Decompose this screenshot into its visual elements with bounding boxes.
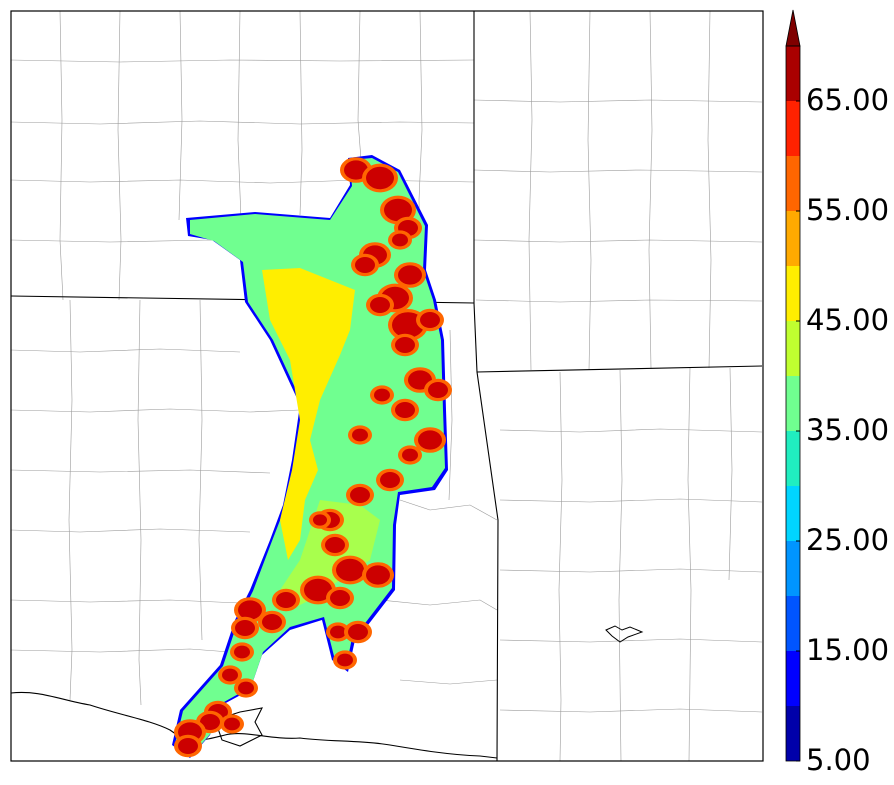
colorbar-segment-3 bbox=[786, 541, 800, 596]
map-panel bbox=[10, 10, 764, 762]
colorbar-segment-0 bbox=[786, 706, 800, 761]
county-outline-feature bbox=[605, 625, 644, 643]
cell-core bbox=[398, 265, 422, 285]
cell-core bbox=[222, 668, 238, 682]
cell-core bbox=[238, 600, 262, 620]
cell-core bbox=[428, 382, 448, 398]
cell-core bbox=[380, 472, 400, 488]
colorbar-segment-1 bbox=[786, 651, 800, 706]
colorbar-segment-4 bbox=[786, 486, 800, 541]
cell-core bbox=[224, 717, 240, 731]
colorbar-tick-label-6: 65.00 bbox=[806, 83, 890, 117]
colorbar-tick-label-1: 15.00 bbox=[806, 633, 890, 667]
cell-core bbox=[350, 487, 370, 503]
colorbar-segment-11 bbox=[786, 101, 800, 156]
cell-core bbox=[420, 312, 440, 328]
colorbar-tick-label-3: 35.00 bbox=[806, 413, 890, 447]
cell-core bbox=[200, 714, 220, 730]
cell-core bbox=[370, 297, 390, 313]
cell-core bbox=[418, 430, 442, 450]
cell-core bbox=[330, 590, 350, 606]
colorbar-segment-12 bbox=[786, 46, 800, 101]
cell-core bbox=[313, 514, 327, 526]
cell-core bbox=[262, 614, 282, 630]
cell-core bbox=[234, 645, 250, 659]
cell-core bbox=[348, 624, 368, 640]
cell-core bbox=[235, 620, 255, 636]
colorbar-segment-7 bbox=[786, 321, 800, 376]
colorbar bbox=[785, 9, 801, 762]
colorbar-segment-6 bbox=[786, 376, 800, 431]
colorbar-segment-9 bbox=[786, 211, 800, 266]
colorbar-tick-label-5: 55.00 bbox=[806, 193, 890, 227]
cell-core bbox=[392, 312, 424, 338]
colorbar-frame bbox=[785, 45, 801, 762]
colorbar-tick-label-4: 45.00 bbox=[806, 303, 890, 337]
colorbar-tick-label-2: 25.00 bbox=[806, 523, 890, 557]
cell-core bbox=[178, 738, 198, 754]
cell-core bbox=[344, 160, 368, 180]
colorbar-segment-8 bbox=[786, 266, 800, 321]
field-mid-layer bbox=[262, 268, 355, 560]
convective-cells bbox=[174, 157, 452, 758]
colorbar-extend-arrow bbox=[785, 9, 801, 47]
cell-core bbox=[392, 233, 408, 247]
cell-core bbox=[238, 681, 254, 695]
cell-core bbox=[366, 565, 390, 585]
county-boundaries bbox=[10, 10, 763, 762]
cell-core bbox=[395, 337, 415, 353]
colorbar-segment-2 bbox=[786, 596, 800, 651]
cell-core bbox=[336, 558, 364, 582]
map-border bbox=[10, 10, 764, 762]
cell-core bbox=[330, 625, 346, 639]
cell-core bbox=[337, 653, 353, 667]
cell-core bbox=[395, 402, 415, 418]
cell-core bbox=[402, 448, 418, 462]
cell-core bbox=[304, 578, 332, 602]
cell-core bbox=[374, 388, 390, 402]
colorbar-segment-10 bbox=[786, 156, 800, 211]
cell-core bbox=[276, 592, 296, 608]
cell-core bbox=[325, 537, 345, 553]
reflectivity-field bbox=[172, 155, 452, 758]
colorbar-tick-label-0: 5.00 bbox=[806, 743, 871, 777]
colorbar-segment-5 bbox=[786, 431, 800, 486]
cell-core bbox=[355, 257, 375, 273]
cell-core bbox=[384, 198, 412, 222]
cell-core bbox=[352, 428, 368, 442]
cell-core bbox=[366, 166, 394, 190]
